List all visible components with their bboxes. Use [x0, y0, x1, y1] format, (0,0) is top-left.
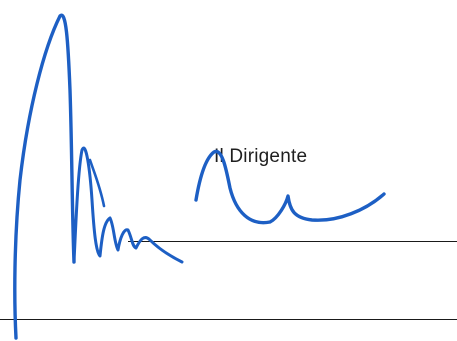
- signatory-title: Il Dirigente: [214, 146, 308, 167]
- signature-line: [128, 241, 457, 242]
- signature-stroke-initial: [13, 13, 76, 340]
- signature-stroke-loops: [72, 146, 184, 264]
- bottom-rule: [0, 319, 457, 320]
- signature-stroke-hump: [88, 158, 106, 208]
